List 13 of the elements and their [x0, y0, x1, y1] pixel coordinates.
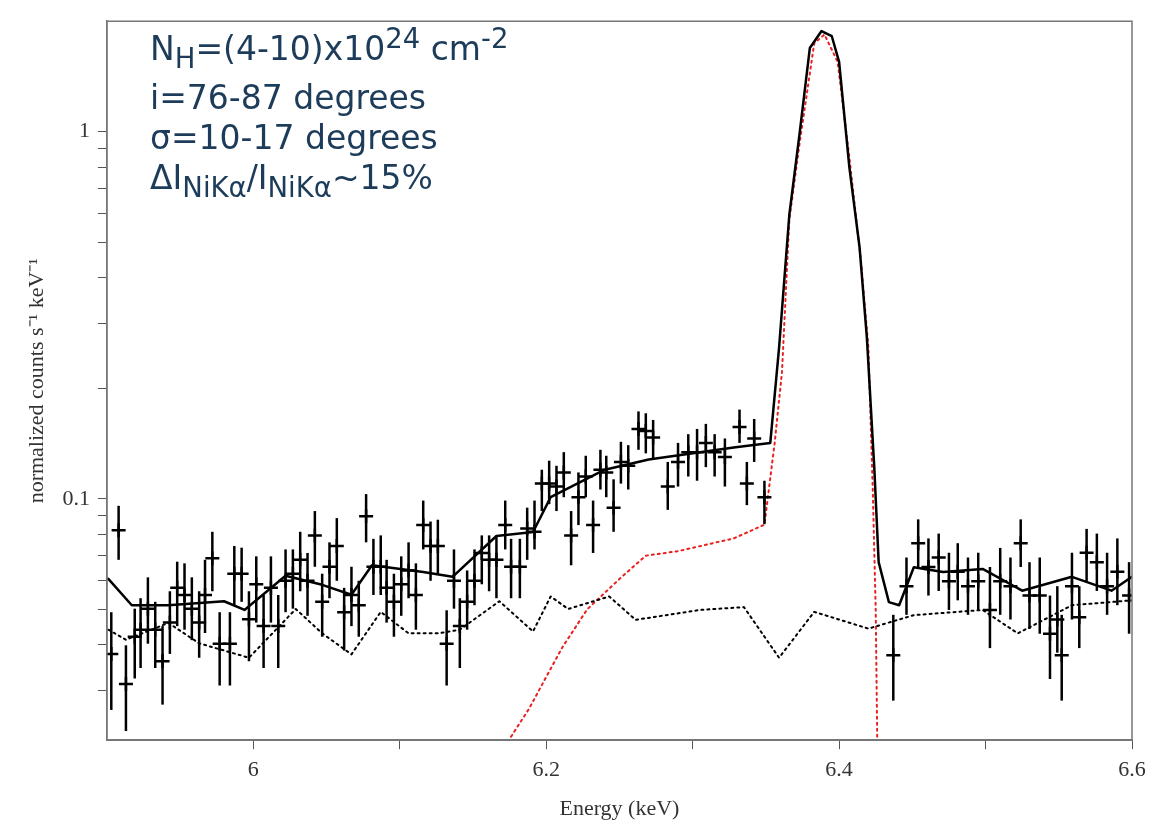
- x-tick-label: 6.6: [1118, 756, 1146, 782]
- annotation: σ=10-17 degrees: [150, 117, 439, 158]
- annotation: N$_{H}$=(4-10)x10$^{24}$ cm$^{-2}$: [150, 21, 509, 76]
- annotation: ΔI$_{NiKα}$/I$_{NiKα}$~15%: [150, 157, 434, 205]
- x-axis-title: Energy (keV): [559, 794, 680, 820]
- x-tick-label: 6.2: [532, 756, 560, 782]
- y-axis-title: normalized counts s⁻¹ keV⁻¹: [22, 258, 48, 504]
- y-tick-label: 1: [78, 117, 90, 143]
- x-tick-label: 6.4: [825, 756, 853, 782]
- annotation: i=76-87 degrees: [150, 77, 428, 118]
- y-tick-label: 0.1: [62, 484, 90, 510]
- line-series: [510, 33, 879, 738]
- x-tick-label: 6: [247, 756, 259, 782]
